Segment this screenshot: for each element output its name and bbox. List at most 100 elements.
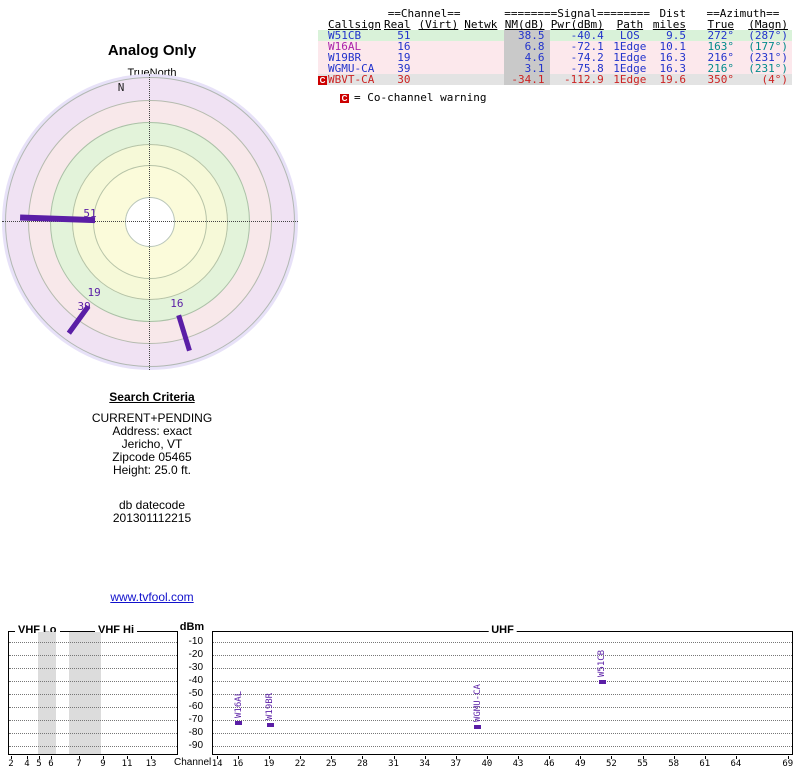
- col-header-real: Real: [384, 18, 411, 31]
- channel-tick: [580, 756, 582, 759]
- signal-marker-W16AL: [235, 720, 243, 725]
- cell-path: LOS: [619, 29, 640, 42]
- channel-tick-label: 34: [419, 759, 431, 768]
- channel-tick: [455, 756, 457, 759]
- channel-tick: [79, 756, 80, 759]
- vhf-channel-axis: 2 4 5 6 7 9 11 13: [8, 756, 178, 768]
- dbm-gridline: [9, 732, 177, 734]
- dbm-tick-label: -30: [188, 662, 203, 674]
- channel-tick: [673, 756, 675, 759]
- cell-real: 19: [397, 51, 411, 64]
- tvfool-link[interactable]: www.tvfool.com: [110, 590, 194, 604]
- station-row: C WBVT-CA 30 -34.1 -112.9 1Edge 19.6 350° (4°): [318, 74, 792, 85]
- channel-tick-label: 7: [76, 759, 82, 768]
- channel-tick: [549, 756, 551, 759]
- dbm-axis-title: dBm: [179, 621, 205, 633]
- channel-tick-label: 52: [606, 759, 617, 768]
- cell-netwk: [464, 41, 504, 52]
- cell-miles: 16.3: [659, 51, 686, 64]
- cell-warn: [318, 30, 328, 41]
- radar-spoke-label-51: 51: [83, 206, 97, 220]
- vhf-hi-title: VHF Hi: [95, 624, 138, 636]
- cell-true: 216°: [707, 62, 734, 75]
- cell-path: 1Edge: [613, 51, 647, 64]
- dbm-gridline: [9, 655, 177, 657]
- channel-tick-label: 46: [543, 759, 555, 768]
- channel-axis-label: Channel: [174, 757, 212, 768]
- radar-spoke-label-19: 19: [87, 285, 101, 299]
- search-criteria-title: Search Criteria: [109, 390, 195, 404]
- signal-marker-label-W19BR: W19BR: [265, 693, 276, 721]
- cell-virt: [419, 63, 465, 74]
- cell-pwr: -40.4: [570, 29, 604, 42]
- channel-tick-label: 49: [574, 759, 586, 768]
- cell-true: 216°: [707, 51, 734, 64]
- cell-nm: -34.1: [504, 74, 551, 85]
- col-header-magn: (Magn): [748, 18, 788, 31]
- radar-crosshair-horizontal: [2, 221, 298, 222]
- uhf-spectrum-panel: UHF W16AL W19BR WGMU-CA W51CB: [212, 624, 793, 755]
- criteria-line: Jericho, VT: [121, 437, 183, 451]
- tvfool-link-wrapper: www.tvfool.com: [0, 590, 304, 604]
- cell-callsign: W16AL: [328, 40, 362, 53]
- cell-true: 163°: [707, 40, 734, 53]
- cell-true: 272°: [707, 29, 734, 42]
- channel-tick-label: 37: [450, 759, 462, 768]
- dbm-gridline: [213, 719, 792, 721]
- uhf-title: UHF: [488, 624, 517, 636]
- channel-tick: [704, 756, 706, 759]
- col-header-pwr: Pwr(dBm): [550, 18, 604, 31]
- signal-marker-label-W51CB: W51CB: [597, 649, 608, 677]
- channel-tick-label: 4: [24, 759, 30, 768]
- radar-ring: [50, 122, 250, 322]
- plot-title: Analog Only: [107, 42, 197, 59]
- cell-virt: [419, 52, 465, 63]
- channel-tick-label: 5: [36, 759, 42, 768]
- cell-callsign: W51CB: [328, 29, 362, 42]
- dbm-tick-label: -10: [188, 636, 203, 648]
- channel-tick: [39, 756, 40, 759]
- cell-virt: [419, 74, 465, 85]
- cell-real: 30: [397, 73, 411, 86]
- channel-tick-label: 25: [325, 759, 337, 768]
- cell-nm: 4.6: [504, 52, 551, 63]
- channel-tick-label: 11: [121, 759, 133, 768]
- station-row: W16AL 16 6.8 -72.1 1Edge 10.1 163° (177°): [318, 41, 792, 52]
- cell-path: 1Edge: [613, 62, 647, 75]
- channel-tick: [103, 756, 104, 759]
- radar-spoke-label-16: 16: [170, 296, 184, 310]
- channel-tick-label: 22: [294, 759, 306, 768]
- dbm-tick-label: -20: [188, 649, 203, 661]
- cell-real: 39: [397, 62, 411, 75]
- channel-tick: [424, 756, 426, 759]
- cell-virt: [419, 41, 465, 52]
- cell-pwr: -112.9: [563, 73, 604, 86]
- dbm-gridline: [9, 642, 177, 644]
- channel-tick: [237, 756, 239, 759]
- dbm-tick-label: -80: [188, 726, 203, 738]
- channel-tick: [362, 756, 364, 759]
- channel-tick: [331, 756, 333, 759]
- channel-tick-label: 43: [512, 759, 524, 768]
- radar-ring: [28, 100, 272, 344]
- search-criteria-block: CURRENT+PENDING Address: exact Jericho, …: [0, 412, 304, 477]
- radar-ring: [125, 197, 175, 247]
- criteria-line: CURRENT+PENDING: [91, 411, 213, 425]
- dbm-gridline: [213, 694, 792, 695]
- cell-real: 51: [397, 29, 411, 42]
- channel-tick-label: 13: [145, 759, 157, 768]
- group-header-channel: ==Channel==: [387, 7, 461, 20]
- cell-magn: (231°): [748, 62, 788, 75]
- channel-tick: [127, 756, 128, 759]
- dbm-gridline: [213, 745, 792, 747]
- station-row: WGMU-CA 39 3.1 -75.8 1Edge 16.3 216° (231°): [318, 63, 792, 74]
- table-group-header-row: ==Channel== ========Signal======== Dist …: [318, 8, 792, 19]
- channel-tick: [300, 756, 302, 759]
- dbm-gridline: [9, 706, 177, 708]
- cell-netwk: [464, 30, 504, 41]
- channel-tick-label: 31: [388, 759, 399, 768]
- cell-magn: (177°): [748, 40, 788, 53]
- cell-callsign: WBVT-CA: [328, 73, 375, 86]
- dbm-tick-label: -60: [188, 700, 203, 712]
- channel-tick-label: 14: [211, 759, 223, 768]
